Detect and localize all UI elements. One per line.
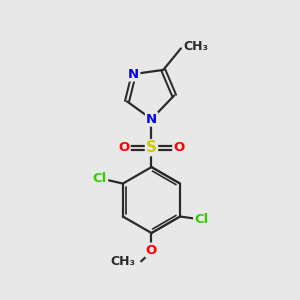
Text: CH₃: CH₃ (184, 40, 209, 53)
Text: CH₃: CH₃ (110, 255, 135, 268)
Text: O: O (173, 141, 184, 154)
Text: Cl: Cl (194, 213, 208, 226)
Text: N: N (146, 112, 157, 126)
Text: S: S (146, 140, 157, 155)
Text: N: N (128, 68, 140, 80)
Text: Cl: Cl (93, 172, 107, 185)
Text: O: O (118, 141, 130, 154)
Text: O: O (146, 244, 157, 256)
